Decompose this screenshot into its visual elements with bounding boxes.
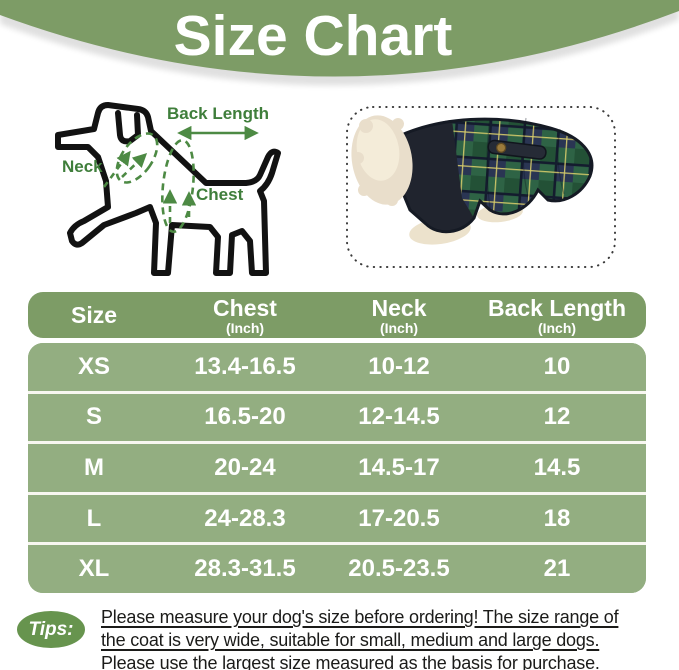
- cell-chest: 28.3-31.5: [194, 555, 296, 583]
- coat-strap: [487, 139, 547, 160]
- cell-back-length: 14.5: [533, 453, 581, 481]
- table-row-xl: XL 28.3-31.5 20.5-23.5 21: [28, 542, 646, 593]
- chest-measure-ellipse: [161, 138, 195, 234]
- column-header-chest: Chest (Inch): [213, 295, 277, 336]
- cell-chest: 20-24: [214, 453, 276, 481]
- tips-line-2: the coat is very wide, suitable for smal…: [101, 630, 600, 650]
- cell-size: XS: [77, 352, 110, 380]
- tips-badge: Tips:: [17, 611, 85, 648]
- coat-chest-panel: [395, 120, 474, 232]
- tips-text: Please measure your dog's size before or…: [101, 606, 676, 670]
- table-row-s: S 16.5-20 12-14.5 12: [28, 390, 646, 442]
- tips-line-1: Please measure your dog's size before or…: [101, 607, 619, 627]
- back-length-label: Back Length: [167, 104, 269, 123]
- chest-label: Chest: [196, 185, 244, 204]
- neck-label: Neck: [62, 157, 103, 176]
- fleece-collar: [351, 115, 413, 206]
- header-curve-background: [0, 0, 679, 86]
- dog-coat-product-photo: [346, 106, 616, 268]
- page-title: Size Chart: [173, 4, 453, 68]
- cell-size: S: [85, 403, 102, 431]
- cell-chest: 16.5-20: [204, 403, 286, 431]
- table-row-xs: XS 13.4-16.5 10-12 10: [28, 343, 646, 391]
- cell-chest: 13.4-16.5: [194, 352, 296, 380]
- cell-back-length: 18: [543, 504, 571, 532]
- cell-size: L: [86, 504, 102, 532]
- table-row-l: L 24-28.3 17-20.5 18: [28, 491, 646, 543]
- measurement-arrows: [102, 125, 259, 223]
- column-header-size: Size: [70, 302, 118, 329]
- cell-neck: 17-20.5: [358, 504, 440, 532]
- cell-back-length: 21: [543, 555, 571, 583]
- column-header-back-length: Back Length (Inch): [487, 295, 627, 336]
- neck-measure-ellipse: [115, 132, 159, 184]
- size-table-body: XS 13.4-16.5 10-12 10 S 16.5-20 12-14.5 …: [28, 343, 646, 593]
- size-table-header-row: Size Chest (Inch) Neck (Inch) Back Lengt…: [28, 292, 646, 338]
- dotted-photo-border: [346, 106, 616, 268]
- dog-measurement-diagram: Back Length Neck Chest: [55, 102, 281, 276]
- cell-neck: 14.5-17: [358, 453, 440, 481]
- cell-size: XL: [78, 555, 110, 583]
- table-row-m: M 20-24 14.5-17 14.5: [28, 441, 646, 492]
- cell-chest: 24-28.3: [204, 504, 286, 532]
- cell-back-length: 12: [543, 403, 571, 431]
- dog-outline-drawing: [55, 102, 281, 276]
- cell-neck: 20.5-23.5: [348, 555, 450, 583]
- tips-line-3: Please use the largest size measured as …: [101, 653, 600, 670]
- column-header-neck: Neck (Inch): [371, 295, 427, 336]
- size-table: Size Chest (Inch) Neck (Inch) Back Lengt…: [28, 292, 646, 593]
- brass-snap-button: [496, 142, 507, 153]
- cell-back-length: 10: [543, 352, 571, 380]
- cell-neck: 10-12: [368, 352, 430, 380]
- coat-binding-edge: [393, 117, 594, 234]
- cell-neck: 12-14.5: [358, 403, 440, 431]
- quilt-stitches: [486, 117, 565, 209]
- cell-size: M: [84, 453, 104, 481]
